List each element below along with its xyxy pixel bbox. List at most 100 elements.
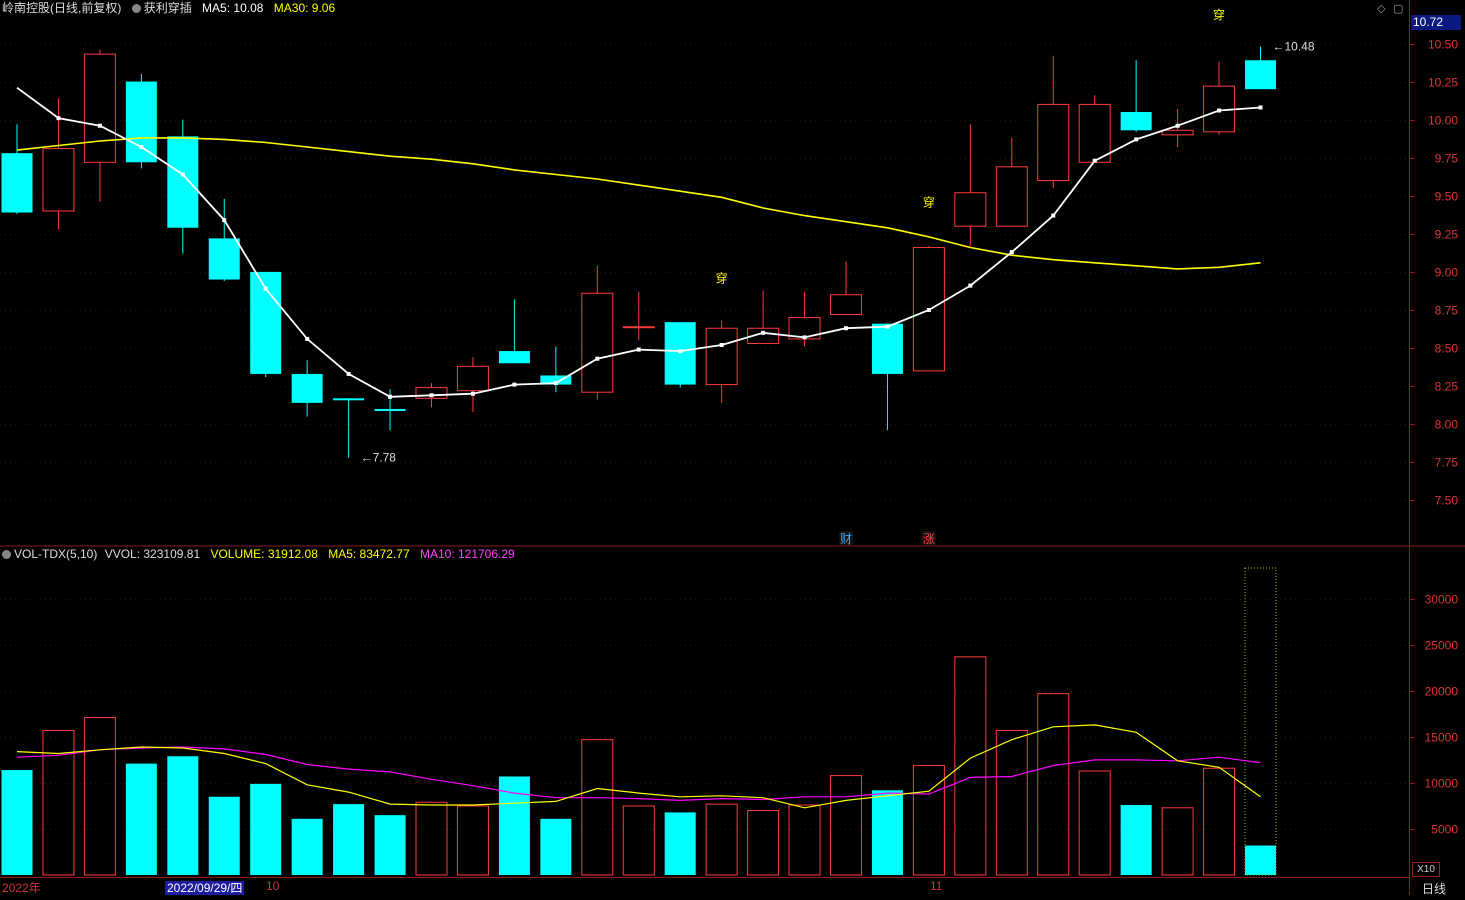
- price-panel-header: 岭南控股(日线,前复权) 获利穿插 MA5: 10.08 MA30: 9.06: [2, 0, 342, 16]
- candle: [415, 383, 448, 408]
- ma5-point: [1051, 213, 1056, 218]
- indicator-name[interactable]: 获利穿插: [143, 1, 192, 15]
- price-tick-label: 9.25: [1435, 228, 1459, 242]
- signal-mark: 穿: [1213, 7, 1225, 22]
- volume-bar: [333, 804, 365, 875]
- price-tick-label: 9.75: [1435, 152, 1459, 166]
- volume-bar: [1120, 805, 1152, 875]
- ma5-point: [761, 330, 766, 335]
- volume-settings-icon[interactable]: [2, 550, 11, 559]
- volume-bar: [456, 805, 489, 876]
- indicator-settings-icon[interactable]: [131, 4, 141, 13]
- date-month-oct: 10: [266, 879, 280, 893]
- ma5-point: [678, 349, 683, 354]
- volume-tick-label: 10000: [1425, 777, 1459, 791]
- volume-bar: [540, 818, 572, 875]
- candle: [498, 299, 530, 364]
- candle: [1037, 55, 1070, 189]
- signal-mark: 穿: [923, 194, 935, 209]
- volume-bar: [374, 815, 406, 875]
- volume-bar: [1203, 767, 1236, 876]
- candle-body: [995, 166, 1028, 227]
- scale-x10-button[interactable]: X10: [1412, 862, 1440, 877]
- price-tick-label: 8.00: [1435, 418, 1459, 432]
- volume-ma10-line: [16, 746, 1261, 802]
- candle-body: [581, 292, 614, 393]
- ma5-point: [844, 326, 848, 331]
- candle-body: [705, 327, 738, 386]
- candle-body: [871, 323, 903, 374]
- ma5-point: [1217, 108, 1222, 113]
- ma5-point: [222, 218, 227, 223]
- ma5-point: [885, 324, 890, 329]
- candle: [788, 291, 821, 347]
- ma5-point: [97, 123, 102, 128]
- candle: [1161, 108, 1194, 148]
- volume-bar: [954, 656, 987, 876]
- volume-bar: [622, 805, 655, 876]
- candle: [1, 124, 33, 215]
- candle-body: [622, 326, 655, 329]
- candle-body: [1037, 103, 1070, 182]
- candle-body: [664, 322, 696, 385]
- volume-bar: [167, 756, 199, 875]
- diamond-icon[interactable]: ◇: [1377, 3, 1386, 15]
- cursor-date-label: 2022/09/29/四: [165, 879, 245, 896]
- candle-body: [747, 327, 780, 344]
- volume-tick-label: 20000: [1425, 685, 1459, 699]
- volume-value: VOLUME: 31912.08: [210, 547, 318, 561]
- volume-tick-label: 30000: [1425, 593, 1459, 607]
- ma5-point: [180, 172, 185, 177]
- ma5-point: [429, 393, 434, 398]
- cursor-date-value: 2022/09/29/四: [165, 881, 245, 895]
- period-label[interactable]: (日线,前复权): [50, 1, 122, 15]
- stock-name[interactable]: 岭南控股: [2, 1, 51, 15]
- volume-ma5-value: MA5: 83472.77: [328, 547, 410, 561]
- period-daily-button[interactable]: 日线: [1422, 882, 1447, 896]
- ma5-point: [1175, 123, 1180, 128]
- price-tick-label: 8.50: [1435, 342, 1459, 356]
- volume-bar: [747, 810, 780, 876]
- candle-body: [1161, 129, 1194, 136]
- candle: [622, 291, 655, 341]
- volume-panel-header: VOL-TDX(5,10) VVOL: 323109.81 VOLUME: 31…: [2, 546, 522, 562]
- ma5-point: [968, 283, 973, 288]
- candle: [167, 119, 199, 254]
- candle: [995, 137, 1028, 227]
- candle: [705, 320, 738, 403]
- volume-bar: [912, 764, 945, 876]
- ma5-point: [719, 343, 724, 347]
- ma5-point: [139, 145, 144, 150]
- candle: [333, 398, 365, 458]
- volume-indicator-name[interactable]: VOL-TDX(5,10): [14, 547, 98, 561]
- candle: [1203, 61, 1236, 135]
- candle: [208, 198, 240, 282]
- ma5-point: [1092, 158, 1097, 163]
- volume-bar: [871, 790, 903, 875]
- candle: [456, 357, 489, 412]
- vvol-value: VVOL: 323109.81: [104, 547, 201, 561]
- ma5-point: [1258, 105, 1263, 110]
- event-mark: 财: [840, 532, 852, 546]
- candle: [83, 49, 116, 202]
- volume-bar: [581, 739, 614, 876]
- candle: [747, 290, 780, 344]
- volume-bar: [1037, 693, 1070, 876]
- ma5-point: [802, 335, 807, 340]
- volume-bar: [1, 770, 33, 875]
- price-tick-label: 8.25: [1435, 380, 1459, 394]
- volume-bar: [995, 729, 1028, 876]
- volume-bar: [291, 818, 323, 875]
- date-year-label: 2022年: [2, 881, 41, 895]
- candle: [954, 124, 987, 247]
- volume-tick-label: 15000: [1425, 731, 1459, 745]
- volume-tick-label: 25000: [1425, 639, 1459, 653]
- price-extreme-label: ←10.48: [1273, 40, 1315, 54]
- candle: [291, 360, 323, 417]
- candle: [581, 265, 614, 400]
- candle: [1120, 60, 1152, 132]
- candle-body: [415, 387, 448, 399]
- window-toggle-icon[interactable]: ▢: [1393, 3, 1404, 15]
